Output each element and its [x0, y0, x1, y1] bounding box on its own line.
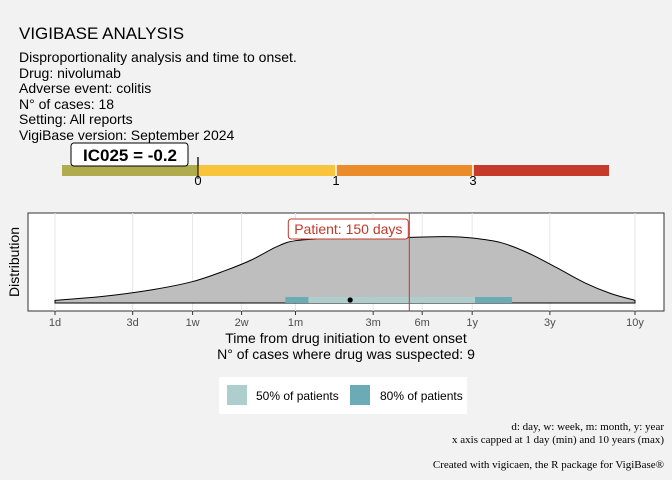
x-tick-label: 3d — [127, 317, 139, 329]
x-tick-label: 3y — [544, 317, 556, 329]
patient-label: Patient: 150 days — [294, 221, 402, 237]
legend-label-50: 50% of patients — [256, 389, 339, 403]
subtitle-line: VigiBase version: September 2024 — [19, 126, 235, 143]
x-axis-label: Time from drug initiation to event onset — [225, 330, 467, 346]
legend-box — [219, 377, 467, 414]
subtitle-line: N° of cases: 18 — [19, 95, 115, 112]
subtitle-line: Setting: All reports — [19, 111, 133, 127]
subtitle-line: Adverse event: colitis — [19, 80, 152, 96]
x-tick-label: 1y — [466, 317, 478, 329]
median-point — [347, 297, 353, 303]
x-tick-label: 1m — [288, 317, 303, 329]
legend-swatch-50 — [227, 385, 247, 405]
x-tick-label: 1w — [186, 317, 200, 329]
ic-segment-low — [62, 165, 198, 176]
x-tick-label: 10y — [626, 317, 644, 329]
legend-swatch-80 — [350, 385, 370, 405]
interval-50-band — [308, 297, 476, 303]
y-axis-label: Distribution — [6, 227, 22, 297]
patient-label-box — [287, 218, 409, 240]
footer-line: x axis capped at 1 day (min) and 10 year… — [452, 434, 664, 446]
subtitle-line: Disproportionality analysis and time to … — [19, 49, 297, 65]
footer-credit: Created with vigicaen, the R package for… — [432, 459, 664, 471]
ic-segment-high — [336, 165, 473, 176]
subtitle-line: Drug: nivolumab — [19, 64, 121, 81]
footer-notes: d: day, w: week, m: month, y: year x axi… — [452, 421, 664, 447]
header: VIGIBASE ANALYSIS Disproportionality ana… — [19, 24, 297, 143]
ic-segment-moderate — [198, 165, 336, 176]
ic-scale: 0 1 3 IC025 = -0.2 — [62, 142, 609, 188]
legend: 50% of patients 80% of patients — [219, 377, 467, 414]
ic-segment-very-high — [473, 165, 609, 176]
time-to-onset-panel: Patient: 150 days Distribution 1d 3d 1w 2w 1… — [6, 212, 665, 362]
ic-tick-label: 0 — [194, 173, 201, 188]
x-tick-label: 3m — [366, 317, 381, 329]
x-axis-sublabel: N° of cases where drug was suspected: 9 — [217, 346, 475, 362]
ic-label-box — [70, 142, 189, 167]
x-tick-label: 1d — [49, 317, 61, 329]
x-tick-label: 2w — [235, 317, 249, 329]
x-tick-label: 6m — [415, 317, 430, 329]
ic-value-label: IC025 = -0.2 — [83, 146, 177, 165]
x-axis-ticks: 1d 3d 1w 2w 1m 3m 6m 1y 3y 10y — [49, 311, 644, 329]
page-title: VIGIBASE ANALYSIS — [19, 24, 185, 43]
ic-tick-label: 1 — [332, 173, 339, 188]
legend-label-80: 80% of patients — [380, 389, 463, 403]
footer-line: d: day, w: week, m: month, y: year — [511, 421, 664, 433]
ic-tick-label: 3 — [469, 173, 476, 188]
